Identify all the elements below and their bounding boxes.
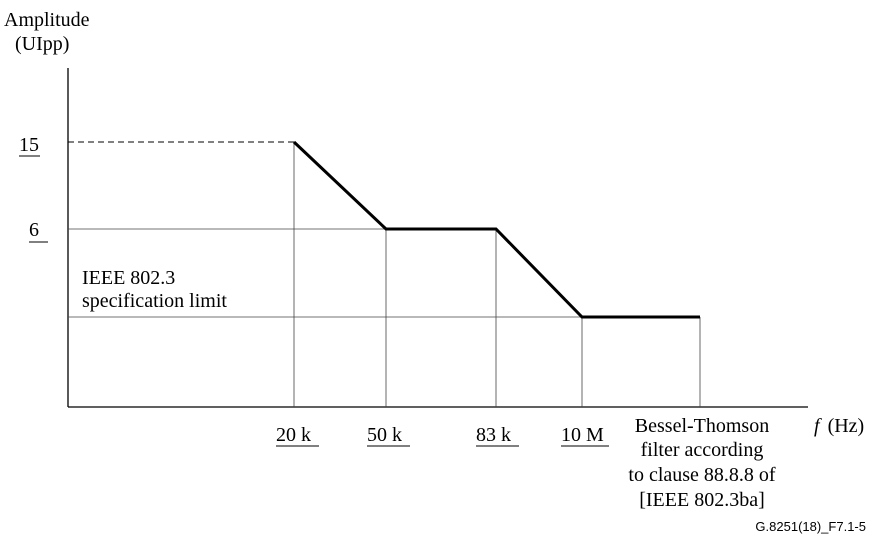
- figure-id: G.8251(18)_F7.1-5: [755, 519, 866, 534]
- limit-annotation-line2: specification limit: [82, 290, 227, 312]
- tolerance-mask-series: [292, 140, 700, 319]
- y-tick-label-15: 15: [19, 134, 39, 156]
- x-axis-label-unit: (Hz): [828, 415, 865, 437]
- x-tick-label-50k: 50 k: [367, 424, 402, 446]
- x-axis-label: f (Hz): [814, 415, 864, 437]
- filter-annotation-line3: to clause 88.8.8 of: [628, 464, 776, 486]
- x-tick-label-20k: 20 k: [276, 424, 311, 446]
- x-axis-label-f: f: [814, 415, 822, 437]
- x-tick-label-83k: 83 k: [476, 424, 511, 446]
- filter-annotation-line4: [IEEE 802.3ba]: [639, 489, 765, 511]
- filter-annotation-line2: filter according: [641, 439, 764, 461]
- x-tick-label-10m: 10 M: [561, 424, 604, 446]
- limit-annotation-line1: IEEE 802.3: [82, 267, 175, 289]
- y-axis-label-line1: Amplitude: [4, 9, 90, 31]
- y-tick-label-6: 6: [29, 219, 39, 241]
- y-axis-label-line2: (UIpp): [15, 33, 69, 55]
- filter-annotation-line1: Bessel-Thomson: [635, 415, 769, 437]
